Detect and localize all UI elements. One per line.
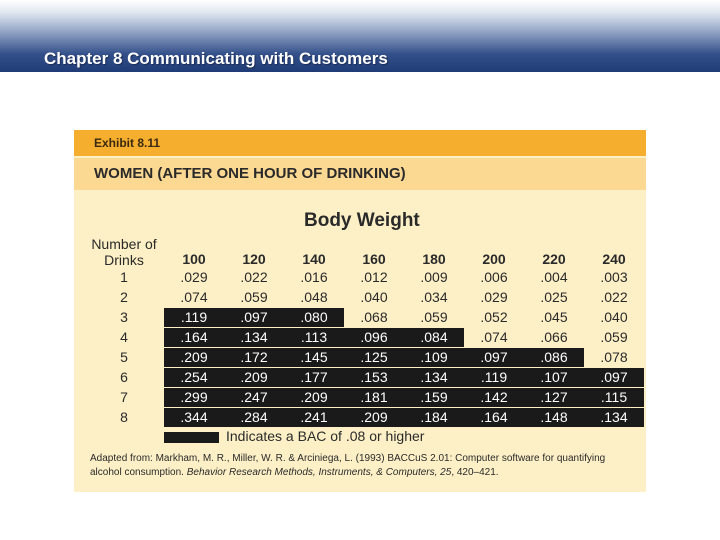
bac-cell: .004 bbox=[540, 269, 568, 285]
bac-cell: .142 bbox=[464, 388, 524, 407]
bac-cell: .074 bbox=[180, 289, 208, 305]
bac-cell: .113 bbox=[284, 328, 344, 347]
citation-part1: Adapted from: Markham, M. R., Miller, W.… bbox=[90, 453, 606, 478]
bac-cell: .119 bbox=[464, 368, 524, 387]
weight-header-160: 160 bbox=[362, 251, 386, 267]
drinks-count: 2 bbox=[120, 289, 128, 305]
bac-cell: .181 bbox=[344, 388, 404, 407]
bac-cell: .097 bbox=[224, 308, 284, 327]
bac-cell: .134 bbox=[584, 408, 644, 427]
bac-cell: .086 bbox=[524, 348, 584, 367]
row-header-line2: Drinks bbox=[104, 252, 144, 268]
bac-cell: .040 bbox=[600, 309, 628, 325]
exhibit-panel: Exhibit 8.11 WOMEN (AFTER ONE HOUR OF DR… bbox=[74, 130, 646, 492]
bac-cell: .148 bbox=[524, 408, 584, 427]
bac-cell: .299 bbox=[164, 388, 224, 407]
bac-cell: .059 bbox=[240, 289, 268, 305]
bac-cell: .025 bbox=[540, 289, 568, 305]
legend-swatch bbox=[164, 432, 219, 443]
bac-cell: .016 bbox=[300, 269, 328, 285]
bac-cell: .096 bbox=[344, 328, 404, 347]
bac-cell: .022 bbox=[240, 269, 268, 285]
bac-cell: .059 bbox=[600, 329, 628, 345]
bac-cell: .034 bbox=[420, 289, 448, 305]
drinks-count: 3 bbox=[120, 309, 128, 325]
bac-cell: .209 bbox=[164, 348, 224, 367]
weight-header-100: 100 bbox=[182, 251, 206, 267]
drinks-count: 1 bbox=[120, 269, 128, 285]
weight-header-240: 240 bbox=[602, 251, 626, 267]
bac-cell: .125 bbox=[344, 348, 404, 367]
bac-cell: .048 bbox=[300, 289, 328, 305]
bac-cell: .009 bbox=[420, 269, 448, 285]
bac-cell: .284 bbox=[224, 408, 284, 427]
exhibit-title: WOMEN (AFTER ONE HOUR OF DRINKING) bbox=[94, 165, 406, 182]
weight-header-140: 140 bbox=[302, 251, 326, 267]
drinks-count: 5 bbox=[120, 349, 128, 365]
row-header-line1: Number of bbox=[91, 236, 157, 252]
bac-cell: .344 bbox=[164, 408, 224, 427]
bac-cell: .119 bbox=[164, 308, 224, 327]
bac-cell: .045 bbox=[540, 309, 568, 325]
bac-cell: .097 bbox=[464, 348, 524, 367]
bac-cell: .107 bbox=[524, 368, 584, 387]
bac-cell: .003 bbox=[600, 269, 628, 285]
body-weight-title: Body Weight bbox=[304, 210, 420, 231]
drinks-count: 6 bbox=[120, 369, 128, 385]
exhibit-label: Exhibit 8.11 bbox=[94, 136, 161, 150]
bac-cell: .164 bbox=[164, 328, 224, 347]
bac-cell: .209 bbox=[224, 368, 284, 387]
bac-cell: .029 bbox=[180, 269, 208, 285]
bac-cell: .109 bbox=[404, 348, 464, 367]
bac-cell: .153 bbox=[344, 368, 404, 387]
bac-cell: .080 bbox=[284, 308, 344, 327]
exhibit-label-bar: Exhibit 8.11 bbox=[74, 130, 646, 156]
bac-cell: .177 bbox=[284, 368, 344, 387]
bac-cell: .164 bbox=[464, 408, 524, 427]
bac-cell: .078 bbox=[600, 349, 628, 365]
bac-cell: .022 bbox=[600, 289, 628, 305]
drinks-count: 8 bbox=[120, 409, 128, 425]
bac-cell: .059 bbox=[420, 309, 448, 325]
bac-cell: .066 bbox=[540, 329, 568, 345]
citation: Adapted from: Markham, M. R., Miller, W.… bbox=[90, 452, 635, 480]
drinks-count: 7 bbox=[120, 389, 128, 405]
bac-cell: .127 bbox=[524, 388, 584, 407]
drinks-count: 4 bbox=[120, 329, 128, 345]
bac-cell: .029 bbox=[480, 289, 508, 305]
weight-header-120: 120 bbox=[242, 251, 266, 267]
bac-cell: .209 bbox=[284, 388, 344, 407]
bac-cell: .068 bbox=[360, 309, 388, 325]
bac-cell: .145 bbox=[284, 348, 344, 367]
number-of-drinks-header: Number of Drinks bbox=[90, 236, 158, 268]
bac-cell: .074 bbox=[480, 329, 508, 345]
bac-cell: .241 bbox=[284, 408, 344, 427]
bac-cell: .184 bbox=[404, 408, 464, 427]
weight-header-220: 220 bbox=[542, 251, 566, 267]
bac-cell: .012 bbox=[360, 269, 388, 285]
weight-header-200: 200 bbox=[482, 251, 506, 267]
slide-title: Chapter 8 Communicating with Customers bbox=[44, 49, 388, 68]
bac-cell: .040 bbox=[360, 289, 388, 305]
bac-cell: .097 bbox=[584, 368, 644, 387]
bac-cell: .172 bbox=[224, 348, 284, 367]
header-bar bbox=[0, 0, 720, 72]
bac-cell: .247 bbox=[224, 388, 284, 407]
bac-cell: .134 bbox=[404, 368, 464, 387]
bac-cell: .254 bbox=[164, 368, 224, 387]
citation-part2: , 420–421. bbox=[451, 467, 499, 478]
bac-cell: .084 bbox=[404, 328, 464, 347]
weight-header-180: 180 bbox=[422, 251, 446, 267]
exhibit-title-bar: WOMEN (AFTER ONE HOUR OF DRINKING) bbox=[74, 158, 646, 190]
bac-cell: .159 bbox=[404, 388, 464, 407]
bac-cell: .006 bbox=[480, 269, 508, 285]
bac-cell: .209 bbox=[344, 408, 404, 427]
bac-cell: .134 bbox=[224, 328, 284, 347]
bac-cell: .115 bbox=[584, 388, 644, 407]
bac-cell: .052 bbox=[480, 309, 508, 325]
citation-journal: Behavior Research Methods, Instruments, … bbox=[186, 467, 452, 478]
legend-text: Indicates a BAC of .08 or higher bbox=[226, 428, 425, 444]
